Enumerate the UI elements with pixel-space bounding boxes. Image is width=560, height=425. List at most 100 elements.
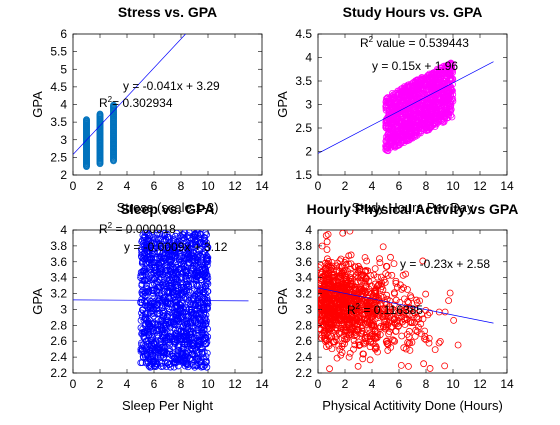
x-tick-label: 6 bbox=[396, 377, 403, 391]
x-tick-label: 14 bbox=[255, 179, 269, 193]
data-point bbox=[170, 310, 178, 317]
data-point bbox=[337, 315, 345, 322]
data-point bbox=[163, 244, 170, 252]
data-point bbox=[198, 256, 205, 264]
data-point bbox=[346, 316, 353, 324]
data-point bbox=[369, 319, 377, 327]
data-point bbox=[179, 309, 187, 317]
panel-2: 0 2 4 6 8 10 12 14 1.5 2 2.5 3 3.5 4 4.5 Study Hours vs… bbox=[275, 4, 514, 215]
data-point bbox=[140, 332, 148, 340]
data-point bbox=[157, 341, 164, 349]
data-point bbox=[352, 263, 359, 271]
data-point bbox=[146, 259, 153, 266]
x-tick-label: 4 bbox=[124, 377, 131, 391]
data-point bbox=[185, 283, 193, 291]
data-point bbox=[187, 355, 194, 363]
data-point bbox=[397, 361, 405, 369]
data-point bbox=[355, 294, 363, 302]
data-point bbox=[371, 345, 379, 353]
data-point bbox=[149, 333, 156, 340]
data-point bbox=[361, 334, 369, 342]
data-point bbox=[446, 94, 453, 102]
data-point bbox=[411, 309, 419, 317]
data-point bbox=[352, 313, 360, 321]
data-point bbox=[382, 142, 389, 150]
data-point bbox=[145, 330, 153, 338]
x-tick-label: 6 bbox=[151, 377, 158, 391]
data-point bbox=[318, 300, 324, 308]
x-tick-label: 4 bbox=[369, 179, 376, 193]
data-point bbox=[158, 331, 166, 339]
plot-area bbox=[73, 34, 187, 170]
data-point bbox=[354, 278, 362, 285]
data-point bbox=[421, 333, 429, 340]
data-point bbox=[194, 238, 202, 245]
data-point bbox=[395, 141, 403, 149]
data-point bbox=[366, 338, 374, 346]
data-point bbox=[415, 125, 423, 133]
data-point bbox=[148, 360, 156, 368]
data-point bbox=[173, 315, 181, 322]
x-tick-label: 0 bbox=[70, 377, 77, 391]
data-point bbox=[394, 127, 402, 135]
data-point bbox=[183, 233, 191, 241]
data-point bbox=[373, 344, 380, 351]
data-point bbox=[186, 328, 194, 336]
data-point bbox=[391, 307, 399, 314]
data-point bbox=[367, 337, 375, 345]
x-tick-label: 0 bbox=[70, 179, 77, 193]
y-tick-label: 3.6 bbox=[295, 255, 312, 269]
data-point bbox=[366, 356, 374, 364]
data-point bbox=[318, 314, 326, 322]
data-point bbox=[394, 320, 401, 328]
data-point bbox=[418, 330, 425, 338]
data-point bbox=[390, 260, 398, 268]
data-point bbox=[179, 323, 187, 331]
data-point bbox=[362, 266, 370, 274]
data-point bbox=[399, 308, 406, 315]
data-point bbox=[330, 268, 338, 276]
data-point bbox=[323, 306, 331, 314]
data-point bbox=[137, 252, 145, 260]
data-point bbox=[192, 291, 200, 298]
data-point bbox=[354, 305, 361, 313]
fit-line bbox=[318, 61, 494, 154]
data-point bbox=[187, 251, 195, 259]
data-point bbox=[334, 259, 341, 267]
data-point bbox=[337, 351, 345, 359]
y-tick-label: 2.5 bbox=[50, 150, 67, 164]
data-point bbox=[356, 316, 364, 324]
panel-3: 0 2 4 6 8 10 12 14 2.2 2.4 2.6 2.8 33.2 3.4 3.6 3.8 4 Sle… bbox=[30, 201, 269, 413]
data-point bbox=[202, 278, 210, 286]
data-point bbox=[371, 334, 379, 341]
data-point bbox=[202, 353, 210, 360]
data-point bbox=[393, 128, 401, 136]
data-point bbox=[406, 121, 414, 129]
data-point bbox=[363, 304, 371, 311]
data-point bbox=[365, 300, 373, 308]
data-point bbox=[143, 240, 151, 248]
data-point bbox=[362, 275, 370, 283]
data-point bbox=[327, 332, 335, 340]
data-point bbox=[360, 310, 368, 318]
data-point bbox=[423, 110, 431, 118]
data-point bbox=[396, 298, 404, 306]
data-point bbox=[388, 271, 396, 279]
r-squared-label: R2 = 0.000018 bbox=[99, 221, 176, 236]
data-point bbox=[441, 362, 449, 370]
data-point bbox=[324, 295, 332, 303]
data-point bbox=[335, 342, 343, 350]
data-point bbox=[181, 352, 189, 360]
data-point bbox=[359, 355, 367, 363]
data-point bbox=[406, 118, 414, 126]
data-point bbox=[150, 280, 158, 287]
data-point bbox=[179, 345, 187, 353]
data-point bbox=[334, 293, 341, 301]
y-tick-label: 2.6 bbox=[295, 334, 312, 348]
data-point bbox=[358, 324, 366, 332]
x-tick-label: 2 bbox=[97, 377, 104, 391]
data-point bbox=[164, 359, 171, 367]
data-point bbox=[353, 316, 361, 324]
data-point bbox=[192, 263, 200, 270]
data-point bbox=[185, 244, 193, 252]
